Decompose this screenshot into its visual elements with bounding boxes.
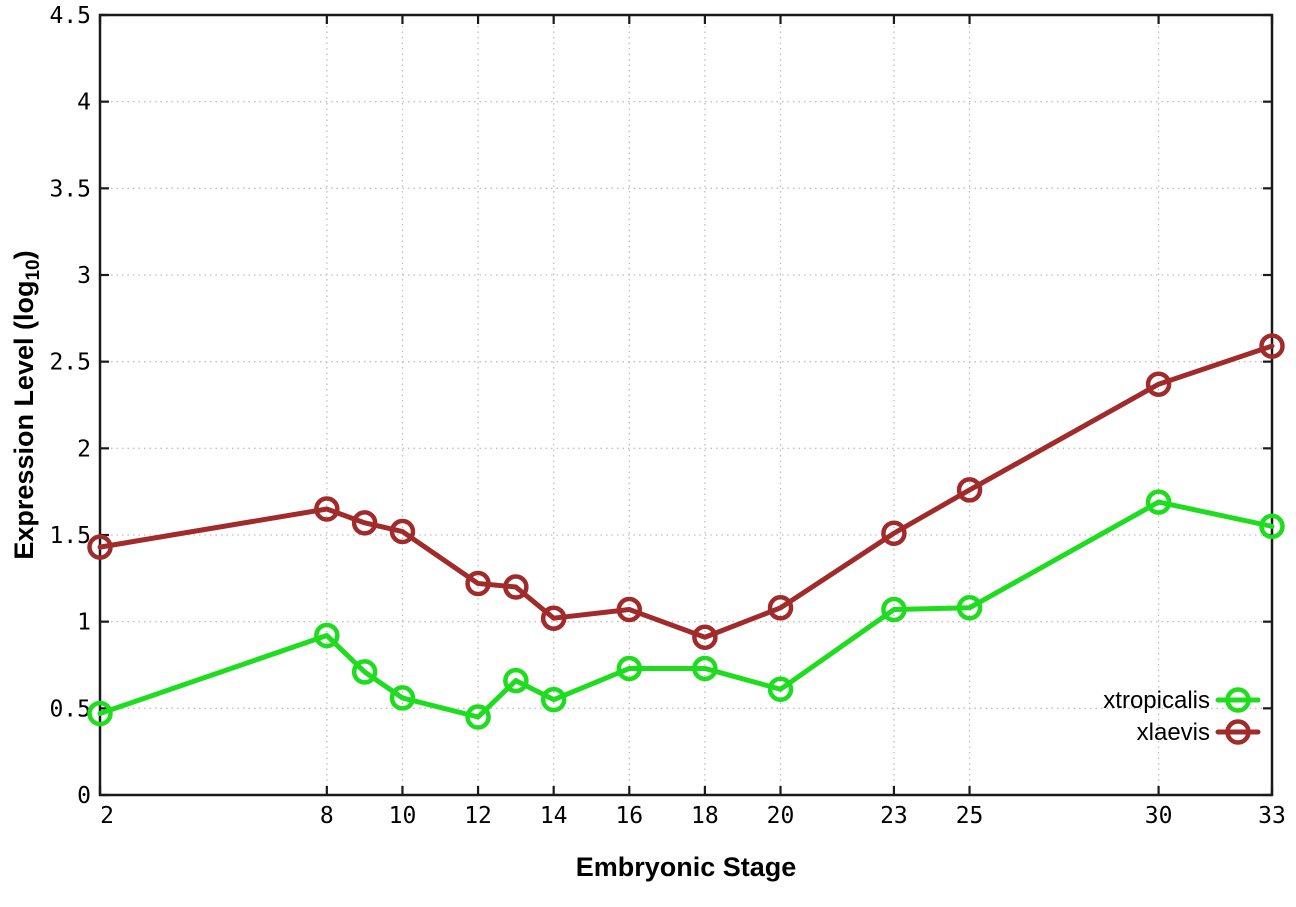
data-point-xlaevis: [956, 477, 983, 503]
y-tick-label: 1.5: [49, 523, 91, 549]
y-tick-label: 0: [77, 783, 91, 809]
x-tick-label: 14: [540, 803, 568, 829]
y-tick-label: 4: [77, 90, 91, 116]
data-point-xlaevis: [767, 595, 794, 621]
data-point-xlaevis: [692, 624, 718, 651]
x-axis-title: Embryonic Stage: [575, 852, 797, 882]
legend-label-xlaevis: xlaevis: [1136, 719, 1210, 746]
x-tick-label: 33: [1258, 803, 1286, 829]
y-axis-title-text: Expression Level (log: [8, 280, 39, 560]
data-point-xtropicalis: [1259, 513, 1285, 540]
x-tick-label: 16: [615, 803, 643, 829]
x-tick-label: 20: [767, 803, 795, 829]
x-tick-label: 23: [880, 803, 908, 829]
y-axis-title: Expression Level (log10): [9, 250, 45, 559]
y-tick-label: 3: [77, 263, 91, 289]
y-tick-label: 2.5: [49, 350, 91, 376]
data-point-xtropicalis: [767, 676, 794, 703]
data-point-xlaevis: [616, 596, 643, 623]
data-point-xlaevis: [314, 496, 340, 522]
series-line-xlaevis: [97, 343, 1275, 640]
y-axis-title-suffix: ): [8, 250, 39, 260]
x-tick-label: 18: [691, 803, 719, 829]
legend-marker-xlaevis-icon: [1225, 719, 1251, 745]
y-tick-label: 3.5: [49, 176, 91, 202]
data-point-xlaevis: [351, 510, 378, 536]
x-tick-label: 10: [389, 803, 417, 829]
data-point-xtropicalis: [314, 622, 340, 649]
data-point-xtropicalis: [465, 704, 491, 730]
data-point-xlaevis: [465, 570, 491, 597]
legend-label-xtropicalis: xtropicalis: [1103, 687, 1210, 714]
legend-marker-xtropicalis-icon: [1225, 687, 1251, 713]
data-point-xtropicalis: [616, 655, 643, 682]
y-tick-label: 1: [77, 610, 91, 636]
series-line-xtropicalis: [97, 499, 1275, 720]
x-tick-label: 30: [1145, 803, 1173, 829]
data-point-xlaevis: [540, 605, 567, 631]
x-tick-label: 25: [956, 803, 984, 829]
data-point-xtropicalis: [692, 655, 718, 682]
y-tick-label: 2: [77, 436, 91, 462]
y-tick-label: 0.5: [49, 696, 91, 722]
data-point-xtropicalis: [1145, 489, 1172, 515]
data-point-xtropicalis: [540, 686, 567, 713]
data-point-xtropicalis: [87, 700, 113, 727]
data-point-xlaevis: [881, 520, 907, 547]
x-tick-label: 2: [100, 803, 114, 829]
data-point-xlaevis: [503, 574, 529, 600]
data-point-xtropicalis: [351, 659, 378, 685]
y-axis-title-subscript: 10: [23, 259, 45, 281]
x-tick-label: 12: [464, 803, 492, 829]
data-point-xlaevis: [389, 518, 416, 545]
data-point-xtropicalis: [881, 596, 907, 623]
y-tick-label: 4.5: [49, 3, 91, 29]
plot-border: [98, 13, 1274, 797]
x-tick-label: 8: [320, 803, 334, 829]
data-point-xlaevis: [1259, 333, 1285, 359]
data-point-xtropicalis: [503, 667, 529, 694]
data-point-xtropicalis: [956, 595, 983, 621]
data-point-xlaevis: [1145, 371, 1172, 397]
data-point-xtropicalis: [389, 685, 416, 711]
data-point-xlaevis: [87, 534, 113, 560]
